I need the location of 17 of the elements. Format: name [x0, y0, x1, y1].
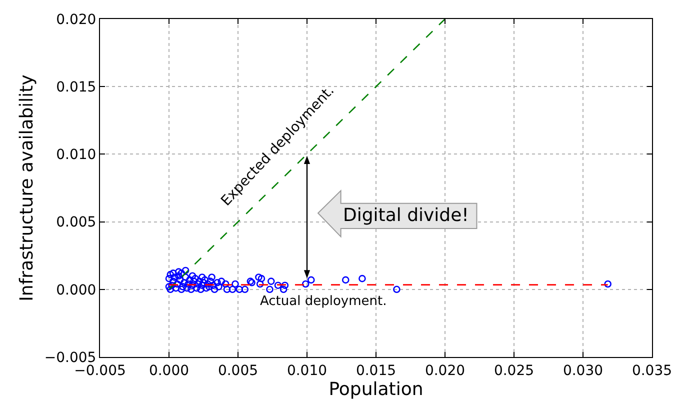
y-axis-title: Infrastructure availability	[16, 74, 38, 302]
annotation: Digital divide!	[343, 205, 469, 226]
x-tick-label: 0.035	[632, 362, 672, 379]
x-tick-label: 0.025	[494, 362, 534, 379]
x-tick-label: 0.020	[424, 362, 466, 379]
y-tick-label: 0.005	[56, 214, 96, 231]
x-axis-title: Population	[328, 378, 424, 400]
y-tick-label: 0.015	[56, 80, 96, 96]
x-tick-label: 0.010	[286, 362, 328, 379]
y-tick-label: 0.020	[56, 12, 96, 28]
annotation: Actual deployment.	[260, 294, 387, 309]
x-tick-label: 0.005	[218, 362, 258, 379]
y-tick-label: 0.010	[56, 147, 96, 164]
x-tick-label: 0.000	[148, 362, 190, 379]
x-tick-label: 0.015	[356, 362, 396, 379]
x-tick-label: 0.030	[562, 362, 604, 379]
y-tick-label: 0.000	[56, 282, 96, 298]
